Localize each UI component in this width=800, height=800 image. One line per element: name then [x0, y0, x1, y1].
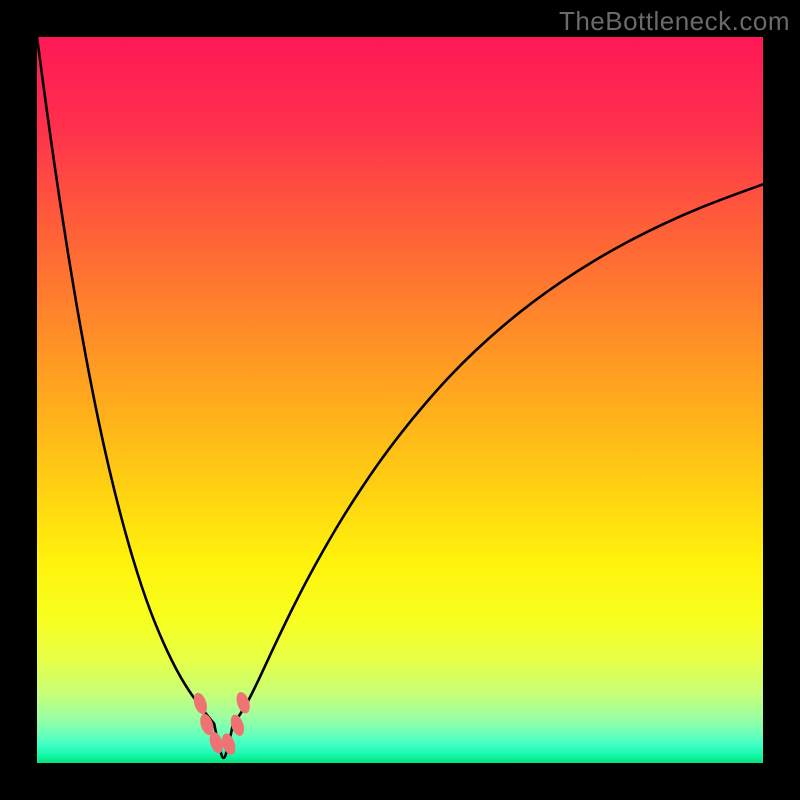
watermark-text: TheBottleneck.com	[559, 6, 790, 37]
chart-plot-area	[37, 37, 763, 763]
bottleneck-curve	[37, 37, 763, 763]
